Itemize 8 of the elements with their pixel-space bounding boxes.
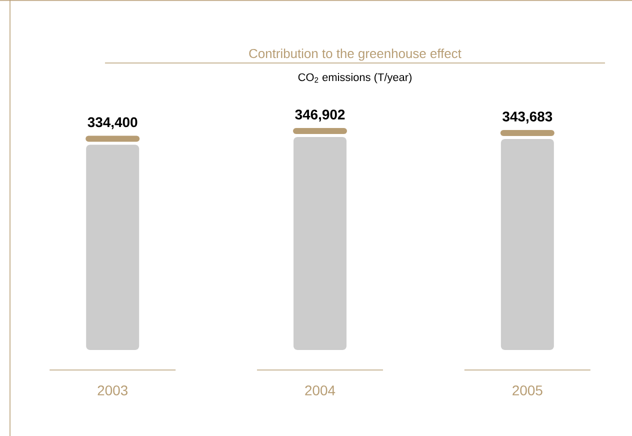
x-tick-label: 2004	[305, 385, 336, 396]
data-label: 346,902	[295, 110, 345, 122]
data-label: 343,683	[502, 112, 552, 124]
x-tick-label: 2003	[98, 385, 128, 396]
chart-subtitle: CO$_{2}$ emissions (T/year)	[298, 73, 412, 84]
x-tick-label: 2005	[512, 385, 542, 396]
chart-title: Contribution to the greenhouse effect	[249, 48, 462, 61]
data-label: 334,400	[88, 117, 138, 130]
